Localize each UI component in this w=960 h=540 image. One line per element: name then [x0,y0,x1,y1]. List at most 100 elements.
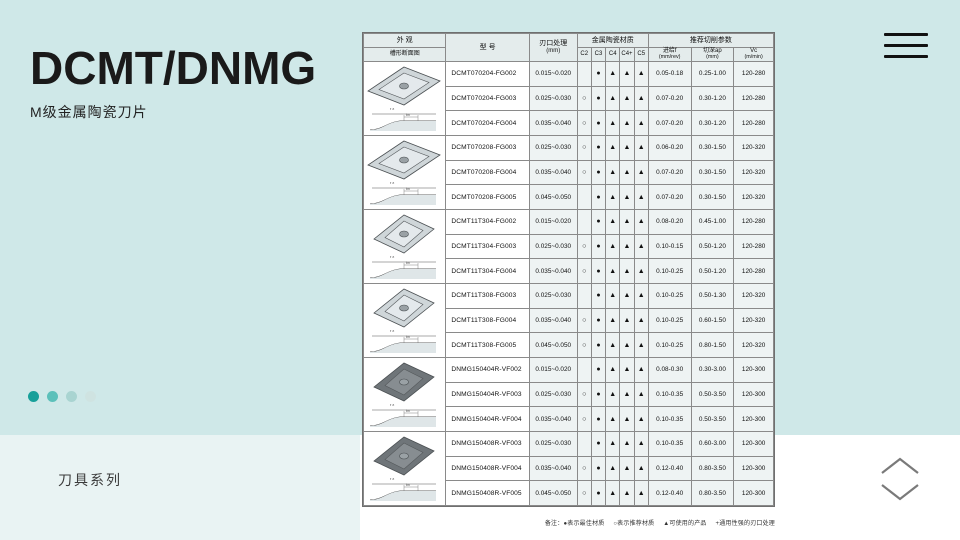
cell-material-c4: ▲ [605,184,621,210]
cell-material-c5: ▲ [633,455,649,482]
cell-vc: 120-300 [733,455,774,482]
cell-material-c2: ○ [576,85,592,112]
cell-material-c4plus: ▲ [619,357,635,383]
cell-material-c4: ▲ [605,307,621,334]
cell-vc: 120-320 [733,184,774,210]
cell-material-c4: ▲ [605,159,621,186]
table-head-row-2: 槽形断面图 C2 C3 C4 C4+ C5 进给f (mm/rev) 切深ap (m… [362,47,774,62]
cell-depth: 0.25-1.00 [690,61,735,87]
cell-material-c2 [576,283,592,309]
th-material-c3: C3 [590,47,607,62]
cell-material-c5: ▲ [633,184,649,210]
cell-material-c3: ● [590,110,607,136]
legend-item-1: ○表示推荐材质 [613,521,655,527]
cell-model-code: DCMT11T308-FG003 [445,283,530,309]
cell-edge-treatment: 0.015~0.020 [528,357,578,383]
svg-text:bn: bn [406,483,410,487]
hamburger-bar-2 [884,44,928,47]
table-row: r ε bn DCMT11T304-FG002 0.015~0.020 ● ▲ ▲ ▲ 0.… [362,209,774,284]
cell-material-c3: ● [590,381,607,408]
cell-vc: 120-280 [733,258,774,284]
cell-model-code: DCMT070204-FG002 [445,61,530,87]
cell-edge-treatment: 0.035~0.040 [528,110,578,136]
svg-text:bn: bn [406,335,410,339]
footer-strip [0,435,360,540]
cell-material-c4: ▲ [605,209,621,235]
cell-material-c4plus: ▲ [619,209,635,235]
cell-vc: 120-300 [733,431,774,457]
cell-depth: 0.50-3.50 [690,406,735,432]
cell-edge-treatment: 0.025~0.030 [528,233,578,260]
pagination-dot-3[interactable] [66,391,77,402]
pagination-dot-1[interactable] [28,391,39,402]
table-row: r ε bn DCMT070208-FG003 0.025~0.030 ○ ● ▲ ▲ ▲ 0… [362,135,774,210]
cell-material-c4: ▲ [605,283,621,309]
pagination-dot-4[interactable] [85,391,96,402]
cell-material-c3: ● [590,283,607,309]
cell-edge-treatment: 0.035~0.040 [528,258,578,284]
cell-material-c3: ● [590,135,607,161]
cell-vc: 120-280 [733,61,774,87]
cell-depth: 0.30-1.50 [690,159,735,186]
cell-feed: 0.12-0.40 [647,480,692,506]
scroll-controls[interactable] [880,455,924,511]
cell-depth: 0.30-1.50 [690,135,735,161]
cell-feed: 0.10-0.15 [647,233,692,260]
cell-material-c4plus: ▲ [619,381,635,408]
chevron-down-icon[interactable] [880,481,920,503]
table-row: DCMT11T308-FG004 0.035~0.040 ○ ● ▲ ▲ ▲ 0.10-0.2… [364,307,774,334]
cell-vc: 120-300 [733,480,774,506]
cell-material-c5: ▲ [633,233,649,260]
cell-depth: 0.50-1.30 [690,283,735,309]
table-row: r ε bn DNMG150408R-VF003 0.025~0.030 ● ▲ ▲ ▲ 0… [362,431,774,506]
chevron-up-icon[interactable] [880,455,920,477]
cell-material-c2 [576,431,592,457]
cell-material-c5: ▲ [633,381,649,408]
cell-material-c5: ▲ [633,406,649,432]
th-params-group: 推荐切削参数 [647,33,775,48]
cell-material-c5: ▲ [633,159,649,186]
cell-edge-treatment: 0.015~0.020 [528,209,578,235]
legend-item-3: +通用性强的刃口处理 [715,521,775,527]
cell-vc: 120-280 [733,85,774,112]
page-subtitle: M级金属陶瓷刀片 [30,104,148,120]
cell-edge-treatment: 0.015~0.020 [528,61,578,87]
cell-model-code: DCMT11T308-FG004 [445,307,530,334]
cell-material-c4plus: ▲ [619,455,635,482]
insert-shape-diagram: r ε bn [362,283,447,358]
cell-material-c3: ● [590,357,607,383]
cell-model-code: DCMT070208-FG005 [445,184,530,210]
cell-depth: 0.30-1.20 [690,110,735,136]
cell-material-c3: ● [590,455,607,482]
footer-label: 刀具系列 [58,472,122,488]
cell-vc: 120-320 [733,332,774,358]
cell-material-c2: ○ [576,307,592,334]
cell-material-c2: ○ [576,159,592,186]
spec-table: 外 观 型 号 刃口处理 (mm) 金属陶瓷材质 推荐切削参数 槽形断面图 C2 … [362,33,775,506]
cell-material-c5: ▲ [633,258,649,284]
cell-vc: 120-280 [733,110,774,136]
cell-depth: 0.30-1.20 [690,85,735,112]
cell-vc: 120-300 [733,357,774,383]
cell-vc: 120-280 [733,233,774,260]
th-material-c4: C4 [605,47,621,62]
table-row: DCMT11T304-FG004 0.035~0.040 ○ ● ▲ ▲ ▲ 0.10-0.2… [364,258,774,284]
cell-model-code: DCMT070204-FG003 [445,85,530,112]
cell-feed: 0.07-0.20 [647,184,692,210]
cell-depth: 0.60-1.50 [690,307,735,334]
cell-edge-treatment: 0.025~0.030 [528,283,578,309]
hamburger-menu-icon[interactable] [884,33,928,61]
cell-feed: 0.08-0.20 [647,209,692,235]
svg-text:r ε: r ε [390,328,394,333]
cell-material-c4: ▲ [605,357,621,383]
cell-model-code: DNMG150408R-VF005 [445,480,530,506]
cell-material-c4plus: ▲ [619,258,635,284]
cell-material-c4: ▲ [605,258,621,284]
cell-edge-treatment: 0.045~0.050 [528,332,578,358]
cell-material-c4: ▲ [605,332,621,358]
cell-feed: 0.10-0.25 [647,332,692,358]
cell-material-c5: ▲ [633,480,649,506]
pagination-dots[interactable] [28,391,96,402]
pagination-dot-2[interactable] [47,391,58,402]
cell-material-c4plus: ▲ [619,110,635,136]
